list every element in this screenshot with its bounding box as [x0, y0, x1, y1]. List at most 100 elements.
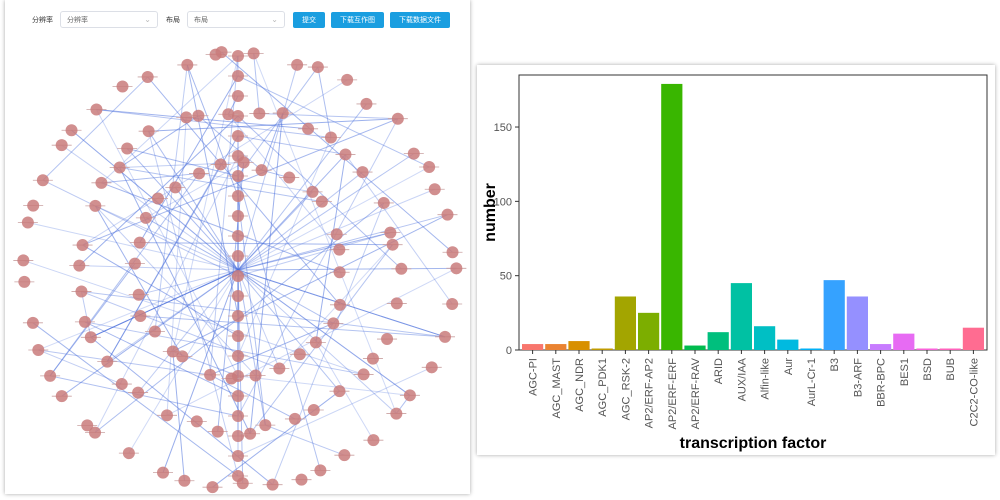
node[interactable] [338, 449, 351, 462]
node[interactable] [232, 350, 244, 362]
node[interactable] [190, 415, 203, 428]
node[interactable] [133, 236, 146, 249]
node[interactable] [244, 427, 257, 440]
node[interactable] [381, 333, 394, 346]
node[interactable] [232, 50, 244, 62]
node[interactable] [95, 176, 108, 189]
node[interactable] [293, 348, 306, 361]
node[interactable] [65, 124, 78, 137]
node[interactable] [222, 108, 235, 121]
node[interactable] [139, 211, 152, 224]
node[interactable] [232, 390, 244, 402]
node[interactable] [291, 58, 304, 71]
node[interactable] [384, 226, 397, 239]
node[interactable] [249, 369, 262, 382]
node[interactable] [178, 474, 191, 487]
node[interactable] [390, 407, 403, 420]
node[interactable] [341, 73, 354, 86]
node[interactable] [128, 257, 141, 270]
node[interactable] [446, 298, 459, 311]
node[interactable] [253, 107, 266, 120]
node[interactable] [113, 161, 126, 174]
node[interactable] [232, 230, 244, 242]
network-graph[interactable] [5, 38, 470, 494]
node[interactable] [232, 410, 244, 422]
node[interactable] [78, 315, 91, 328]
node[interactable] [309, 336, 322, 349]
node[interactable] [232, 450, 244, 462]
node[interactable] [407, 147, 420, 160]
download-graph-button[interactable]: 下载互作图 [331, 11, 384, 28]
node[interactable] [327, 317, 340, 330]
node[interactable] [395, 262, 408, 275]
node[interactable] [333, 298, 346, 311]
node[interactable] [276, 107, 289, 120]
node[interactable] [441, 208, 454, 221]
layout-select[interactable]: 布局 ⌄ [187, 11, 285, 28]
node[interactable] [211, 425, 224, 438]
node[interactable] [166, 345, 179, 358]
node[interactable] [169, 181, 182, 194]
node[interactable] [115, 378, 128, 391]
node[interactable] [333, 385, 346, 398]
node[interactable] [55, 390, 68, 403]
node[interactable] [307, 403, 320, 416]
node[interactable] [160, 409, 173, 422]
node[interactable] [26, 316, 39, 329]
node[interactable] [330, 228, 343, 241]
node[interactable] [324, 131, 337, 144]
node[interactable] [17, 254, 30, 267]
node[interactable] [283, 171, 296, 184]
node[interactable] [232, 130, 244, 142]
node[interactable] [215, 46, 228, 59]
node[interactable] [247, 47, 260, 60]
node[interactable] [18, 275, 31, 288]
node[interactable] [377, 196, 390, 209]
node[interactable] [192, 109, 205, 122]
node[interactable] [255, 164, 268, 177]
node[interactable] [391, 112, 404, 125]
node[interactable] [148, 325, 161, 338]
node[interactable] [214, 158, 227, 171]
node[interactable] [360, 97, 373, 110]
node[interactable] [116, 80, 129, 93]
node[interactable] [266, 478, 279, 491]
node[interactable] [151, 192, 164, 205]
node[interactable] [141, 70, 154, 83]
node[interactable] [180, 111, 193, 124]
node[interactable] [356, 166, 369, 179]
node[interactable] [423, 160, 436, 173]
node[interactable] [142, 125, 155, 138]
node[interactable] [428, 183, 441, 196]
node[interactable] [236, 477, 249, 490]
node[interactable] [32, 343, 45, 356]
node[interactable] [132, 288, 145, 301]
node[interactable] [333, 266, 346, 279]
node[interactable] [89, 199, 102, 212]
submit-button[interactable]: 提交 [293, 11, 325, 28]
node[interactable] [73, 259, 86, 272]
node[interactable] [339, 148, 352, 161]
node[interactable] [44, 369, 57, 382]
node[interactable] [134, 309, 147, 322]
node[interactable] [357, 368, 370, 381]
node[interactable] [90, 103, 103, 116]
node[interactable] [157, 466, 170, 479]
node[interactable] [232, 250, 244, 262]
node[interactable] [333, 243, 346, 256]
node[interactable] [386, 238, 399, 251]
node[interactable] [425, 361, 438, 374]
node[interactable] [193, 167, 206, 180]
node[interactable] [84, 331, 97, 344]
node[interactable] [403, 389, 416, 402]
node[interactable] [76, 239, 89, 252]
node[interactable] [232, 330, 244, 342]
node[interactable] [439, 330, 452, 343]
node[interactable] [450, 262, 463, 275]
node[interactable] [311, 61, 324, 74]
node[interactable] [27, 199, 40, 212]
node[interactable] [36, 174, 49, 187]
node[interactable] [237, 156, 250, 169]
node[interactable] [121, 142, 134, 155]
node[interactable] [101, 355, 114, 368]
